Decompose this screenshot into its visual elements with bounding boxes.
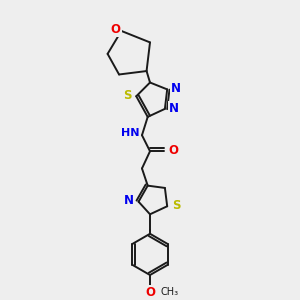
Text: CH₃: CH₃ [160, 287, 178, 297]
Text: O: O [111, 23, 121, 36]
Text: S: S [123, 88, 131, 102]
Text: S: S [172, 199, 181, 212]
Text: O: O [145, 286, 155, 299]
Text: HN: HN [121, 128, 140, 138]
Text: N: N [171, 82, 182, 95]
Text: O: O [168, 144, 178, 157]
Text: N: N [124, 194, 134, 207]
Text: N: N [169, 102, 179, 116]
